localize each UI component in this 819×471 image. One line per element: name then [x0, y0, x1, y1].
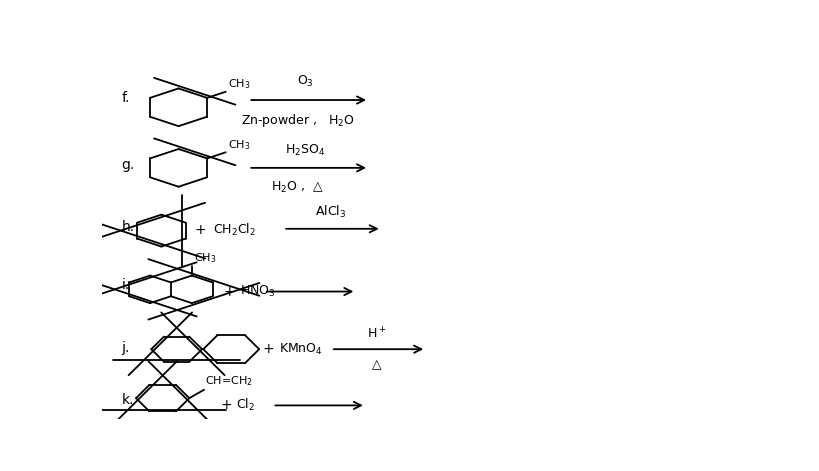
Text: h.: h. — [121, 220, 134, 234]
Text: +: + — [263, 342, 274, 356]
Text: +: + — [195, 222, 206, 236]
Text: H$^+$: H$^+$ — [367, 326, 387, 341]
Text: AlCl$_3$: AlCl$_3$ — [315, 204, 346, 220]
Text: CH$_3$: CH$_3$ — [228, 77, 250, 91]
Text: f.: f. — [121, 91, 129, 105]
Text: H$_2$O ,  △: H$_2$O , △ — [271, 180, 324, 195]
Text: Cl$_2$: Cl$_2$ — [236, 398, 255, 414]
Text: CH=CH$_2$: CH=CH$_2$ — [206, 374, 253, 388]
Text: k.: k. — [121, 393, 134, 407]
Text: j.: j. — [121, 341, 129, 356]
Text: CH$_3$: CH$_3$ — [194, 251, 216, 265]
Text: △: △ — [372, 358, 382, 371]
Text: HNO$_3$: HNO$_3$ — [240, 284, 276, 299]
Text: i.: i. — [121, 278, 129, 292]
Text: Zn-powder ,   H$_2$O: Zn-powder , H$_2$O — [241, 112, 355, 129]
Text: g.: g. — [121, 158, 134, 172]
Text: KMnO$_4$: KMnO$_4$ — [278, 341, 323, 357]
Text: O$_3$: O$_3$ — [297, 74, 314, 89]
Text: +: + — [220, 398, 232, 413]
Text: H$_2$SO$_4$: H$_2$SO$_4$ — [285, 143, 326, 158]
Text: +: + — [224, 284, 235, 299]
Text: CH$_3$: CH$_3$ — [228, 138, 250, 152]
Text: CH$_2$Cl$_2$: CH$_2$Cl$_2$ — [214, 221, 256, 237]
